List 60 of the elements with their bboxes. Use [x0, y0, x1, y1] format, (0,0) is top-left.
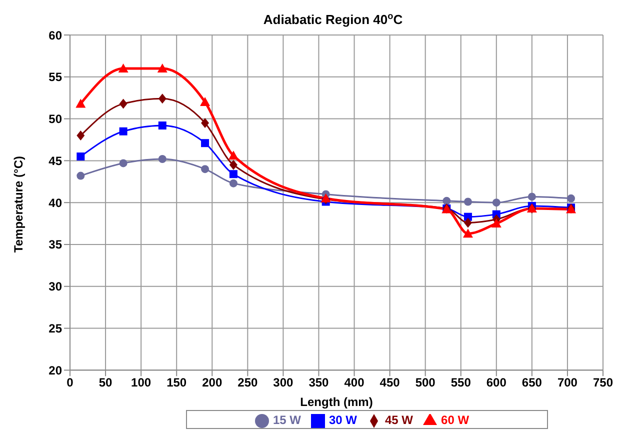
point — [119, 98, 128, 109]
point — [201, 165, 210, 174]
point — [491, 218, 502, 228]
point — [464, 218, 472, 228]
legend-label: 15 W — [272, 413, 301, 428]
x-tick-label: 400 — [344, 376, 365, 390]
y-tick-label: 45 — [48, 154, 62, 168]
x-tick-label: 550 — [450, 376, 472, 390]
x-tick-label: 500 — [415, 376, 436, 390]
point — [567, 194, 576, 202]
point — [201, 139, 210, 148]
x-tick-label: 250 — [238, 376, 258, 390]
point — [229, 179, 238, 188]
point — [200, 97, 210, 106]
point — [158, 155, 166, 164]
point — [528, 192, 536, 201]
x-tick-label: 350 — [308, 376, 330, 390]
point — [492, 198, 500, 207]
point — [229, 170, 238, 178]
y-tick-label: 55 — [48, 70, 62, 84]
y-tick-label: 35 — [48, 238, 62, 252]
chart-title: Adiabatic Region 40$^{o}$C — [263, 11, 404, 27]
x-tick-label: 600 — [486, 376, 507, 390]
x-tick-label: 200 — [202, 376, 222, 390]
point — [229, 160, 238, 170]
y-tick-label: 20 — [48, 363, 62, 378]
point — [76, 172, 85, 180]
point — [158, 94, 166, 104]
x-tick-label: 0 — [66, 376, 74, 390]
point — [76, 152, 85, 160]
point — [118, 64, 128, 73]
y-tick-label: 30 — [48, 280, 62, 294]
point — [76, 98, 86, 108]
point — [442, 196, 451, 205]
legend-label: 45 W — [385, 413, 414, 428]
point — [462, 228, 473, 238]
x-tick-label: 750 — [592, 376, 614, 390]
point — [228, 150, 238, 160]
x-tick-label: 450 — [380, 376, 400, 390]
x-axis-title: Length (mm) — [300, 395, 373, 410]
point — [119, 159, 128, 168]
x-tick-label: 50 — [98, 376, 113, 390]
point — [201, 118, 210, 128]
x-tick-label: 650 — [522, 376, 542, 390]
legend-label: 60 W — [441, 413, 470, 428]
point — [76, 130, 85, 141]
y-tick-label: 40 — [48, 196, 62, 210]
x-tick-label: 150 — [166, 376, 187, 390]
x-tick-label: 300 — [273, 376, 294, 390]
point — [464, 198, 472, 206]
point — [119, 127, 128, 136]
y-tick-label: 60 — [48, 28, 62, 42]
x-tick-label: 700 — [557, 376, 578, 390]
legend-label: 30 W — [328, 413, 357, 428]
point — [158, 121, 166, 130]
point — [157, 64, 168, 73]
y-tick-label: 50 — [48, 112, 62, 126]
y-axis-title: Temperature (°C) — [11, 156, 26, 253]
y-tick-label: 25 — [48, 322, 62, 336]
x-tick-label: 100 — [131, 376, 152, 390]
